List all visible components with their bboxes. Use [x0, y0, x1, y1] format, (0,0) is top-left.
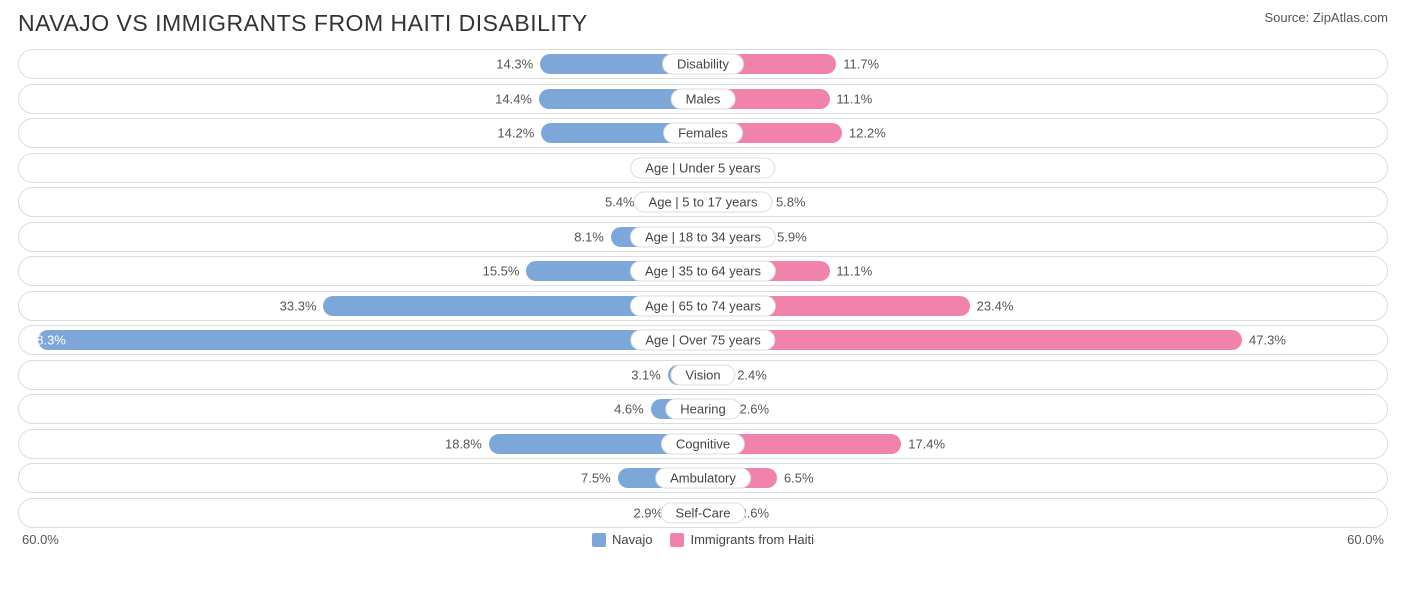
value-haiti: 23.4%: [977, 298, 1014, 313]
value-navajo: 15.5%: [483, 264, 520, 279]
value-haiti: 6.5%: [784, 471, 814, 486]
chart-row: Age | Over 75 years 58.3% 47.3%: [18, 325, 1388, 355]
chart-row: Females 14.2% 12.2%: [18, 118, 1388, 148]
value-haiti: 11.1%: [836, 91, 872, 106]
value-navajo: 8.1%: [574, 229, 604, 244]
chart-header: NAVAJO VS IMMIGRANTS FROM HAITI DISABILI…: [18, 10, 1388, 37]
chart-row: Vision 3.1% 2.4%: [18, 360, 1388, 390]
axis-max-left: 60.0%: [22, 532, 59, 547]
row-category-label: Age | 65 to 74 years: [630, 295, 776, 316]
value-haiti: 12.2%: [849, 126, 886, 141]
source-attribution: Source: ZipAtlas.com: [1264, 10, 1388, 25]
axis-max-right: 60.0%: [1347, 532, 1384, 547]
swatch-icon: [592, 533, 606, 547]
chart-row: Disability 14.3% 11.7%: [18, 49, 1388, 79]
value-navajo: 14.4%: [495, 91, 532, 106]
value-haiti: 17.4%: [908, 436, 945, 451]
chart-row: Cognitive 18.8% 17.4%: [18, 429, 1388, 459]
row-category-label: Age | 35 to 64 years: [630, 261, 776, 282]
chart-row: Ambulatory 7.5% 6.5%: [18, 463, 1388, 493]
chart-row: Age | 35 to 64 years 15.5% 11.1%: [18, 256, 1388, 286]
value-haiti: 5.8%: [776, 195, 806, 210]
value-navajo: 2.9%: [633, 505, 663, 520]
legend-label: Immigrants from Haiti: [690, 532, 814, 547]
value-navajo: 58.3%: [29, 333, 66, 348]
value-haiti: 2.6%: [739, 402, 769, 417]
row-category-label: Self-Care: [661, 502, 746, 523]
value-navajo: 33.3%: [280, 298, 317, 313]
chart-row: Age | Under 5 years1.6%1.3%: [18, 153, 1388, 183]
value-navajo: 18.8%: [445, 436, 482, 451]
row-category-label: Disability: [662, 54, 744, 75]
swatch-icon: [670, 533, 684, 547]
legend: Navajo Immigrants from Haiti: [592, 532, 814, 547]
value-navajo: 14.3%: [496, 57, 533, 72]
value-navajo: 3.1%: [631, 367, 661, 382]
value-haiti: 11.1%: [836, 264, 872, 279]
legend-item-haiti: Immigrants from Haiti: [670, 532, 814, 547]
row-category-label: Ambulatory: [655, 468, 751, 489]
chart-row: Age | 65 to 74 years 33.3% 23.4%: [18, 291, 1388, 321]
row-category-label: Age | 18 to 34 years: [630, 226, 776, 247]
value-haiti: 47.3%: [1249, 333, 1286, 348]
chart-footer: 60.0% Navajo Immigrants from Haiti 60.0%: [18, 532, 1388, 556]
chart-title: NAVAJO VS IMMIGRANTS FROM HAITI DISABILI…: [18, 10, 588, 37]
row-category-label: Females: [663, 123, 743, 144]
row-category-label: Vision: [670, 364, 735, 385]
chart-row: Age | 5 to 17 years5.4% 5.8%: [18, 187, 1388, 217]
chart-row: Hearing 4.6% 2.6%: [18, 394, 1388, 424]
bar-haiti: [703, 330, 1242, 350]
value-navajo: 4.6%: [614, 402, 644, 417]
legend-label: Navajo: [612, 532, 652, 547]
bar-navajo: [38, 330, 703, 350]
value-navajo: 5.4%: [605, 195, 635, 210]
legend-item-navajo: Navajo: [592, 532, 652, 547]
row-category-label: Males: [671, 88, 736, 109]
chart-row: Self-Care2.9%2.6%: [18, 498, 1388, 528]
row-category-label: Age | Under 5 years: [630, 157, 775, 178]
row-category-label: Age | 5 to 17 years: [634, 192, 773, 213]
chart-row: Males 14.4% 11.1%: [18, 84, 1388, 114]
value-navajo: 14.2%: [497, 126, 534, 141]
chart-row: Age | 18 to 34 years 8.1% 5.9%: [18, 222, 1388, 252]
value-haiti: 5.9%: [777, 229, 807, 244]
row-category-label: Age | Over 75 years: [630, 330, 775, 351]
diverging-bar-chart: Disability 14.3% 11.7% Males 14.4% 11.1% Femal…: [18, 49, 1388, 528]
value-navajo: 7.5%: [581, 471, 611, 486]
value-haiti: 11.7%: [843, 57, 879, 72]
row-category-label: Cognitive: [661, 433, 745, 454]
value-haiti: 2.4%: [737, 367, 767, 382]
row-category-label: Hearing: [665, 399, 741, 420]
